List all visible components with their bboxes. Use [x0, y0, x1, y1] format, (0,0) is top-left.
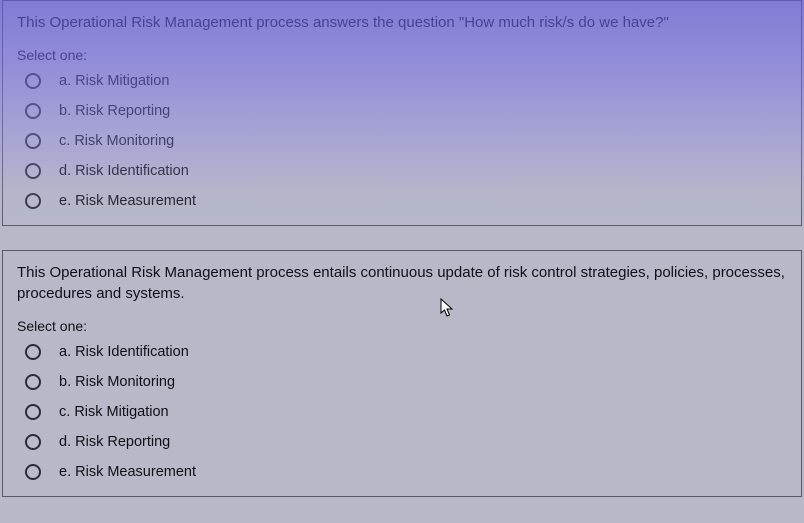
radio-icon[interactable]: [25, 404, 41, 420]
option-label[interactable]: d. Risk Reporting: [59, 434, 170, 450]
radio-icon[interactable]: [25, 344, 41, 360]
radio-icon[interactable]: [25, 464, 41, 480]
option-label[interactable]: d. Risk Identification: [59, 163, 189, 179]
option-row[interactable]: d. Risk Identification: [17, 161, 785, 181]
option-row[interactable]: a. Risk Mitigation: [17, 71, 785, 91]
option-label[interactable]: e. Risk Measurement: [59, 193, 196, 209]
radio-icon[interactable]: [25, 193, 41, 209]
options-group-2: a. Risk Identification b. Risk Monitorin…: [17, 342, 785, 482]
option-row[interactable]: d. Risk Reporting: [17, 432, 785, 452]
option-label[interactable]: a. Risk Identification: [59, 344, 189, 360]
option-label[interactable]: a. Risk Mitigation: [59, 73, 169, 89]
option-row[interactable]: b. Risk Monitoring: [17, 372, 785, 392]
option-label[interactable]: b. Risk Reporting: [59, 103, 170, 119]
option-row[interactable]: c. Risk Monitoring: [17, 131, 785, 151]
question-prompt: This Operational Risk Management process…: [17, 263, 785, 304]
option-row[interactable]: b. Risk Reporting: [17, 101, 785, 121]
option-label[interactable]: c. Risk Mitigation: [59, 404, 169, 420]
option-label[interactable]: b. Risk Monitoring: [59, 374, 175, 390]
radio-icon[interactable]: [25, 73, 41, 89]
question-box-2: This Operational Risk Management process…: [2, 250, 802, 497]
radio-icon[interactable]: [25, 163, 41, 179]
radio-icon[interactable]: [25, 103, 41, 119]
select-one-label: Select one:: [17, 318, 785, 334]
radio-icon[interactable]: [25, 374, 41, 390]
option-label[interactable]: e. Risk Measurement: [59, 464, 196, 480]
radio-icon[interactable]: [25, 434, 41, 450]
option-row[interactable]: c. Risk Mitigation: [17, 402, 785, 422]
option-row[interactable]: e. Risk Measurement: [17, 191, 785, 211]
option-label[interactable]: c. Risk Monitoring: [59, 133, 174, 149]
options-group-1: a. Risk Mitigation b. Risk Reporting c. …: [17, 71, 785, 211]
question-box-1: This Operational Risk Management process…: [2, 0, 802, 226]
radio-icon[interactable]: [25, 133, 41, 149]
option-row[interactable]: e. Risk Measurement: [17, 462, 785, 482]
option-row[interactable]: a. Risk Identification: [17, 342, 785, 362]
question-prompt: This Operational Risk Management process…: [17, 13, 785, 33]
select-one-label: Select one:: [17, 47, 785, 63]
